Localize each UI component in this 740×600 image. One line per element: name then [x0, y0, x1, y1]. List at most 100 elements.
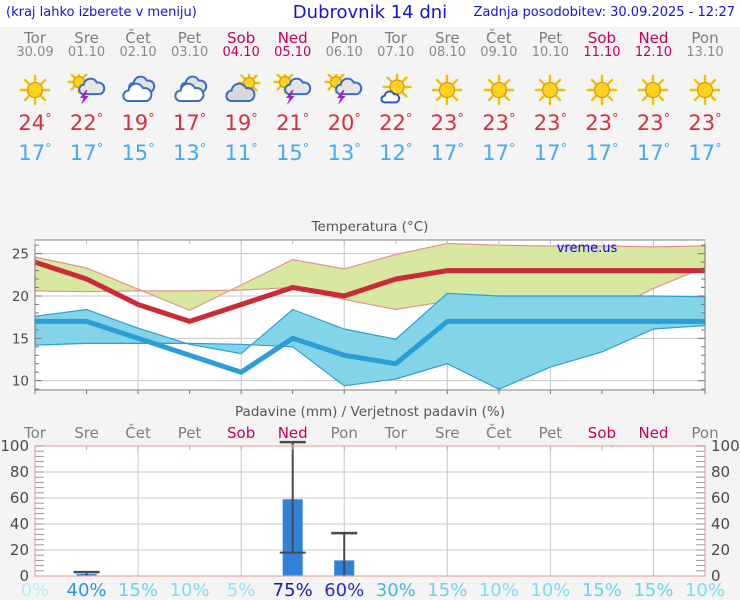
- day-column: Ned 05.10 21° 15°: [265, 30, 321, 168]
- high-temp: 23°: [430, 111, 464, 135]
- day-name: Sob: [587, 29, 617, 47]
- low-temp: 12°: [379, 141, 413, 165]
- top-bar: (kraj lahko izberete v meniju) Dubrovnik…: [0, 0, 740, 27]
- day-column: Čet 02.10 19° 15°: [110, 30, 166, 168]
- day-name: Ned: [638, 29, 669, 47]
- day-column: Ned 12.10 23° 17°: [625, 30, 681, 168]
- precip-chart-title: Padavine (mm) / Verjetnost padavin (%): [235, 404, 505, 420]
- temp-chart-title: Temperatura (°C): [311, 219, 429, 235]
- precip-probability-label: 10%: [685, 580, 725, 600]
- sun-cloud-storm-icon: [316, 70, 372, 106]
- high-temp: 19°: [224, 111, 258, 135]
- low-temp: 11°: [224, 141, 258, 165]
- low-temp: 17°: [533, 141, 567, 165]
- precip-y-tick-left: 80: [10, 463, 29, 481]
- precip-day-label: Tor: [23, 424, 47, 442]
- day-name: Čet: [125, 29, 151, 47]
- high-temp: 23°: [636, 111, 671, 135]
- temperature-chart: 10 15 20 25 Temperatura (°C) vreme.us: [12, 219, 706, 394]
- precip-probability-label: 5%: [227, 580, 256, 600]
- precip-day-label: Ned: [278, 424, 308, 442]
- last-update-text: Zadnja posodobitev: 30.09.2025 - 12:27: [473, 5, 735, 20]
- page-title: Dubrovnik 14 dni: [292, 2, 448, 23]
- day-name: Sre: [74, 29, 99, 47]
- precip-probability-label: 15%: [118, 580, 158, 600]
- day-name: Tor: [24, 29, 46, 47]
- day-date: 13.10: [686, 45, 724, 60]
- precip-y-tick-left: 20: [10, 541, 29, 559]
- day-name: Sob: [227, 29, 256, 47]
- low-temp: 17°: [18, 141, 52, 165]
- low-temp: 13°: [172, 141, 207, 165]
- high-temp: 19°: [121, 111, 155, 135]
- precip-day-label: Sob: [227, 424, 255, 442]
- high-temp: 17°: [172, 111, 207, 135]
- sun-small-cloud-icon: [368, 72, 424, 106]
- precip-day-label: Ned: [638, 424, 668, 442]
- sun-icon: [419, 74, 475, 106]
- precip-probability-label: 10%: [170, 580, 210, 600]
- low-temp: 17°: [69, 141, 104, 165]
- sun-icon: [574, 74, 630, 106]
- precip-y-tick-left: 40: [10, 515, 29, 533]
- precip-probability-label: 0%: [21, 580, 50, 600]
- day-name: Pon: [330, 29, 358, 47]
- precip-day-label: Pon: [691, 424, 718, 442]
- precip-day-label: Sre: [435, 424, 460, 442]
- day-date: 02.10: [119, 45, 157, 60]
- day-column: Sob 04.10 19° 11°: [213, 30, 269, 168]
- sun-cloud-icon: [213, 71, 269, 106]
- sun-icon: [7, 74, 63, 106]
- precip-day-label: Pet: [178, 424, 202, 442]
- low-temp: 15°: [276, 141, 310, 165]
- day-column: Tor 07.10 22° 12°: [368, 30, 424, 168]
- low-temp: 17°: [688, 141, 722, 165]
- day-date: 03.10: [171, 45, 209, 60]
- day-date: 04.10: [222, 45, 260, 60]
- low-temp: 17°: [636, 141, 671, 165]
- low-temp: 17°: [585, 141, 619, 165]
- sun-icon: [471, 74, 527, 106]
- day-name: Pet: [538, 29, 563, 47]
- day-column: Sre 08.10 23° 17°: [419, 30, 475, 168]
- day-column: Pet 03.10 17° 13°: [162, 30, 218, 168]
- precip-day-label: Pon: [331, 424, 358, 442]
- low-temp: 17°: [430, 141, 464, 165]
- day-date: 01.10: [67, 45, 106, 60]
- day-forecast-strip: Tor 30.09 24° 17° Sre 01.10 22° 17° Čet 02.10 19° 1…: [0, 30, 740, 180]
- day-date: 11.10: [583, 45, 621, 60]
- sun-icon: [625, 74, 681, 106]
- high-temp: 20°: [327, 111, 361, 135]
- day-column: Sre 01.10 22° 17°: [59, 30, 115, 168]
- precip-y-tick-right: 100: [711, 437, 740, 455]
- watermark-text[interactable]: vreme.us: [557, 241, 618, 256]
- precip-day-label: Sre: [74, 424, 99, 442]
- sun-icon: [677, 74, 733, 106]
- temp-y-tick: 10: [12, 374, 29, 390]
- precip-probability-label: 40%: [67, 580, 107, 600]
- precip-y-tick-left: 0: [19, 567, 29, 585]
- day-name: Pet: [177, 29, 202, 47]
- precip-day-label: Tor: [384, 424, 408, 442]
- precip-y-tick-right: 80: [711, 463, 730, 481]
- high-temp: 23°: [533, 111, 567, 135]
- precip-y-tick-right: 20: [711, 541, 730, 559]
- low-temp: 13°: [327, 141, 361, 165]
- precip-y-tick-right: 60: [711, 489, 730, 507]
- precip-day-label: Čet: [486, 423, 512, 442]
- precip-y-tick-right: 40: [711, 515, 730, 533]
- precip-day-label: Čet: [125, 423, 151, 442]
- day-name: Ned: [277, 29, 308, 47]
- high-temp: 23°: [688, 111, 722, 135]
- clouds-icon: [110, 74, 166, 106]
- day-column: Pet 10.10 23° 17°: [522, 30, 578, 168]
- sun-cloud-storm-icon: [59, 70, 115, 106]
- day-date: 12.10: [634, 45, 673, 60]
- day-column: Pon 13.10 23° 17°: [677, 30, 733, 168]
- precip-probability-label: 10%: [479, 580, 519, 600]
- day-name: Čet: [486, 29, 512, 47]
- day-column: Tor 30.09 24° 17°: [7, 30, 63, 168]
- sun-icon: [522, 74, 578, 106]
- day-date: 30.09: [16, 45, 54, 60]
